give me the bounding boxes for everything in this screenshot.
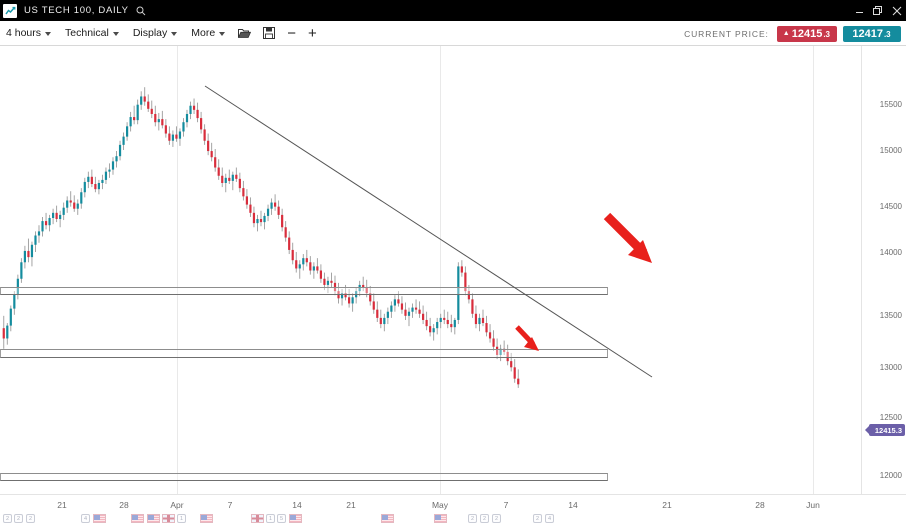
uk-flag-event-icon[interactable] bbox=[251, 514, 264, 523]
event-count-badge[interactable]: 2 bbox=[468, 514, 477, 523]
event-count-badge[interactable]: 2 bbox=[26, 514, 35, 523]
vertical-gridline bbox=[813, 46, 814, 494]
title-bar: US TECH 100, DAILY bbox=[0, 0, 906, 21]
price-quote-area: CURRENT PRICE: ▲ 12415.3 12417.3 bbox=[684, 21, 906, 46]
save-disk-icon[interactable] bbox=[257, 21, 281, 46]
price-tick-label: 12500 bbox=[879, 413, 902, 422]
us-flag-event-icon[interactable] bbox=[381, 514, 394, 523]
price-tick-label: 15000 bbox=[879, 146, 902, 155]
bid-price-whole: 12415 bbox=[791, 27, 823, 40]
window-controls bbox=[855, 0, 902, 21]
chevron-down-icon bbox=[219, 31, 226, 36]
us-flag-event-icon[interactable] bbox=[147, 514, 160, 523]
vertical-gridline bbox=[440, 46, 441, 494]
time-tick-label: 14 bbox=[568, 500, 578, 510]
tick-up-icon: ▲ bbox=[782, 29, 790, 37]
folder-open-icon[interactable] bbox=[232, 21, 257, 46]
technical-dropdown[interactable]: Technical bbox=[58, 21, 126, 46]
event-count-badge[interactable]: 2 bbox=[480, 514, 489, 523]
resistance-zone-upper[interactable] bbox=[0, 287, 608, 295]
time-tick-label: 21 bbox=[346, 500, 356, 510]
us-flag-event-icon[interactable] bbox=[434, 514, 447, 523]
us-flag-event-icon[interactable] bbox=[93, 514, 106, 523]
small-down-arrow bbox=[515, 325, 539, 351]
event-count-badge[interactable]: 2 bbox=[3, 514, 12, 523]
event-count-badge[interactable]: 5 bbox=[277, 514, 286, 523]
time-tick-label: Jun bbox=[806, 500, 820, 510]
time-tick-label: 21 bbox=[662, 500, 672, 510]
current-price-marker[interactable]: 12415.3 bbox=[868, 424, 905, 436]
event-count-badge[interactable]: 1 bbox=[177, 514, 186, 523]
event-count-badge[interactable]: 1 bbox=[266, 514, 275, 523]
vertical-gridline bbox=[177, 46, 178, 494]
close-button[interactable] bbox=[892, 6, 902, 16]
time-tick-label: 28 bbox=[755, 500, 765, 510]
us-flag-event-icon[interactable] bbox=[131, 514, 144, 523]
price-tick-label: 13000 bbox=[879, 363, 902, 372]
zoom-out-button[interactable]: − bbox=[287, 24, 296, 42]
price-tick-label: 15500 bbox=[879, 100, 902, 109]
event-count-badge[interactable]: 2 bbox=[14, 514, 23, 523]
zoom-in-button[interactable]: + bbox=[307, 24, 317, 42]
ask-price-whole: 12417 bbox=[852, 27, 883, 40]
window-title: US TECH 100, DAILY bbox=[24, 5, 129, 16]
time-tick-label: 28 bbox=[119, 500, 129, 510]
line-chart-logo bbox=[3, 3, 17, 18]
ask-price-dec: .3 bbox=[883, 29, 891, 39]
more-label: More bbox=[191, 27, 216, 39]
candlestick-series bbox=[2, 87, 520, 388]
price-tick-label: 14500 bbox=[879, 202, 902, 211]
event-count-badge[interactable]: 2 bbox=[492, 514, 501, 523]
current-price-label: CURRENT PRICE: bbox=[684, 28, 769, 39]
price-tick-label: 13500 bbox=[879, 311, 902, 320]
bid-price-badge[interactable]: ▲ 12415.3 bbox=[776, 25, 837, 42]
event-count-badge[interactable]: 4 bbox=[545, 514, 554, 523]
chevron-down-icon bbox=[171, 31, 178, 36]
time-tick-label: 7 bbox=[227, 500, 233, 510]
ask-price-badge[interactable]: 12417.3 bbox=[843, 25, 901, 42]
us-flag-event-icon[interactable] bbox=[289, 514, 302, 523]
display-label: Display bbox=[132, 27, 168, 39]
large-down-arrow bbox=[603, 212, 652, 263]
search-icon[interactable] bbox=[136, 6, 146, 16]
bid-price-dec: .3 bbox=[823, 29, 830, 39]
uk-flag-event-icon[interactable] bbox=[162, 514, 175, 523]
main-toolbar: 4 hours Technical Display More bbox=[0, 21, 906, 46]
chart-canvas[interactable]: Abc × bbox=[0, 46, 906, 494]
support-zone-lower[interactable] bbox=[0, 473, 608, 481]
timeframe-label: 4 hours bbox=[6, 27, 42, 39]
us-flag-event-icon[interactable] bbox=[200, 514, 213, 523]
resistance-zone-mid[interactable] bbox=[0, 349, 608, 358]
time-tick-label: May bbox=[431, 500, 449, 510]
price-tick-label: 14000 bbox=[879, 248, 902, 257]
display-dropdown[interactable]: Display bbox=[126, 21, 184, 46]
more-dropdown[interactable]: More bbox=[184, 21, 232, 46]
price-axis[interactable]: 15500 15000 14500 14000 13500 13000 1250… bbox=[861, 46, 906, 531]
technical-label: Technical bbox=[65, 27, 109, 39]
time-tick-label: 7 bbox=[503, 500, 509, 510]
event-count-badge[interactable]: 2 bbox=[533, 514, 542, 523]
maximize-button[interactable] bbox=[873, 6, 883, 15]
time-tick-label: 21 bbox=[57, 500, 67, 510]
time-tick-label: 14 bbox=[292, 500, 302, 510]
minimize-button[interactable] bbox=[855, 6, 864, 15]
descending-resistance-trendline bbox=[204, 85, 653, 378]
price-tick-label: 12000 bbox=[879, 471, 902, 480]
time-tick-label: Apr bbox=[170, 500, 184, 510]
timeframe-dropdown[interactable]: 4 hours bbox=[0, 21, 58, 46]
chart-annotations bbox=[204, 85, 653, 378]
chevron-down-icon bbox=[112, 31, 119, 36]
chevron-down-icon bbox=[45, 31, 52, 36]
event-count-badge[interactable]: 4 bbox=[81, 514, 90, 523]
